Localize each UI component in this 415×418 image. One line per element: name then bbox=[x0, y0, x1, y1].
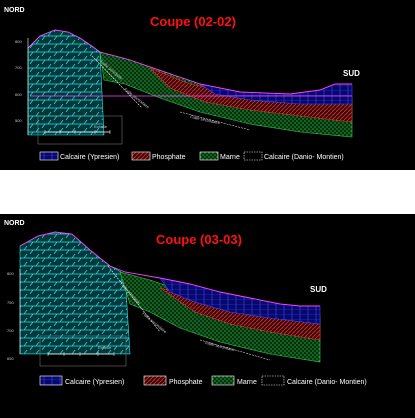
elevation-tick-label: 750 bbox=[7, 300, 14, 305]
legend-label: Phosphate bbox=[152, 154, 186, 161]
section-02-02-figure: 800 700 600 500 Echelle Faille principal… bbox=[0, 0, 415, 170]
scale-label: Echelle bbox=[98, 345, 112, 350]
south-label: SUD bbox=[343, 69, 360, 78]
legend-swatch-marne bbox=[199, 151, 219, 161]
legend-label: Calcaire (Ypresien) bbox=[65, 379, 124, 386]
legend-label: Marne bbox=[220, 154, 240, 161]
legend-swatch-calcaire-danio-montien bbox=[261, 375, 285, 386]
fault-trace bbox=[199, 339, 271, 361]
south-label: SUD bbox=[310, 285, 327, 294]
scale-bar: Echelle bbox=[39, 335, 127, 367]
section-03-03-figure: 800 750 700 650 Echelle Faille principal… bbox=[0, 214, 415, 418]
legend-swatch-calcaire-ypresien bbox=[39, 151, 59, 161]
legend: Calcaire (Ypresien) Phosphate Marne Calc… bbox=[39, 151, 344, 161]
cross-section-02-02: 800 700 600 500 Echelle Faille principal… bbox=[0, 0, 415, 170]
section-title: Coupe (03-03) bbox=[156, 232, 242, 247]
legend-label: Calcaire (Ypresien) bbox=[60, 154, 119, 161]
legend: Calcaire (Ypresien) Phosphate Marne Calc… bbox=[39, 375, 367, 386]
legend-swatch-marne bbox=[211, 375, 235, 386]
topographic-profile bbox=[19, 231, 320, 307]
elevation-tick-label: 700 bbox=[15, 65, 22, 70]
scale-label: Echelle bbox=[94, 124, 108, 129]
legend-label: Phosphate bbox=[169, 379, 203, 386]
section-title: Coupe (02-02) bbox=[150, 14, 236, 29]
legend-swatch-calcaire-ypresien bbox=[39, 375, 63, 386]
elevation-tick-label: 600 bbox=[15, 92, 22, 97]
legend-label: Marne bbox=[237, 379, 257, 386]
legend-swatch-phosphate bbox=[131, 151, 151, 161]
fault-trace bbox=[91, 55, 143, 109]
scale-bar: Echelle bbox=[37, 115, 123, 145]
cross-section-03-03: 800 750 700 650 Echelle Faille principal… bbox=[0, 214, 415, 418]
fault-trace bbox=[107, 265, 161, 333]
north-label: NORD bbox=[4, 220, 25, 227]
topographic-profile bbox=[27, 29, 352, 95]
legend-swatch-phosphate bbox=[143, 375, 167, 386]
north-label: NORD bbox=[4, 7, 25, 14]
fault-label: Faille secondaire bbox=[190, 114, 221, 125]
legend-swatch-calcaire-danio-montien bbox=[243, 151, 263, 161]
elevation-tick-label: 700 bbox=[7, 328, 14, 333]
legend-label: Calcaire (Danio- Montien) bbox=[264, 154, 344, 161]
elevation-tick-label: 800 bbox=[7, 271, 14, 276]
legend-label: Calcaire (Danio- Montien) bbox=[287, 379, 367, 386]
fault-trace bbox=[179, 111, 251, 131]
elevation-tick-label: 500 bbox=[15, 118, 22, 123]
elevation-tick-label: 650 bbox=[7, 356, 14, 361]
elevation-tick-label: 800 bbox=[15, 39, 22, 44]
